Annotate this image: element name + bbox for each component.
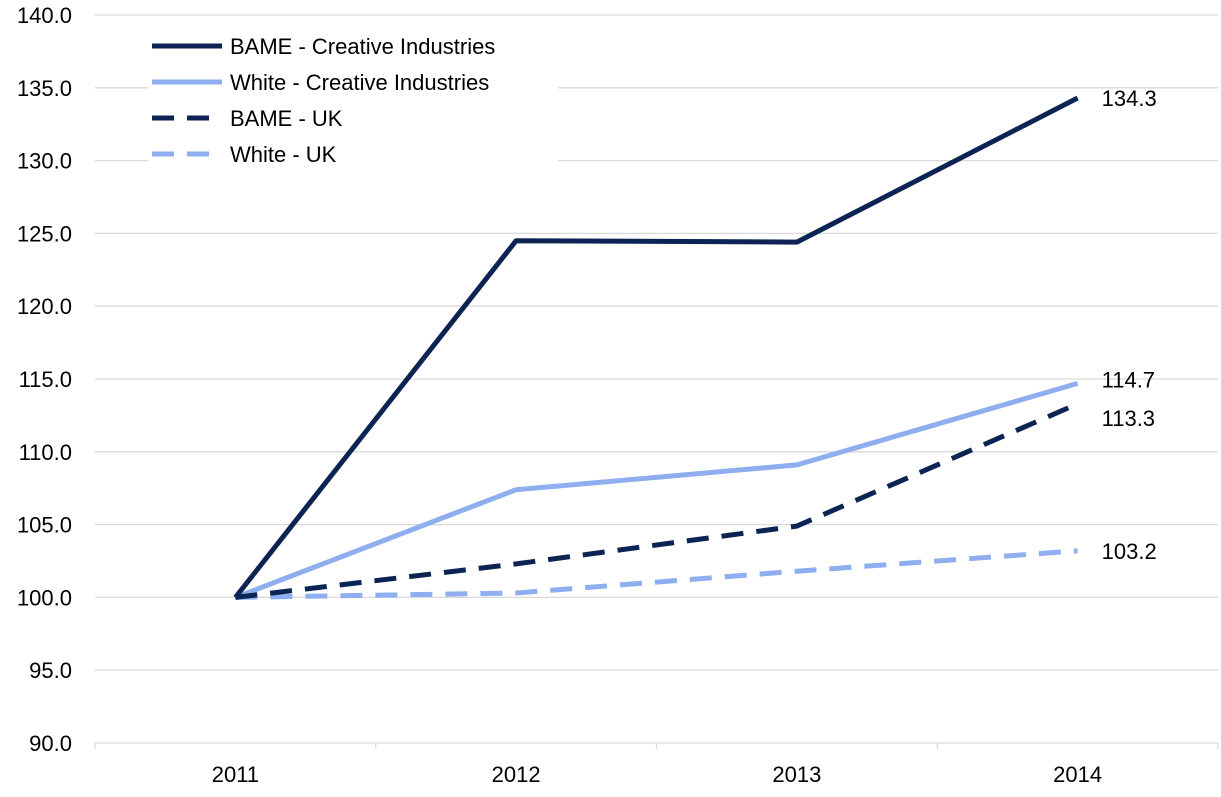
legend-background: [148, 101, 558, 135]
y-tick-label: 110.0: [19, 440, 72, 465]
legend-label: White - UK: [230, 142, 337, 167]
y-tick-label: 135.0: [17, 76, 72, 101]
x-tick-label: 2011: [212, 762, 259, 787]
x-tick-label: 2012: [492, 762, 541, 787]
data-label: 103.2: [1102, 539, 1157, 564]
y-tick-label: 130.0: [17, 149, 72, 174]
y-tick-label: 120.0: [17, 294, 72, 319]
y-tick-label: 125.0: [17, 221, 72, 246]
series-lines: [233, 95, 1079, 600]
y-tick-label: 90.0: [29, 731, 72, 756]
data-labels: 134.3 114.7 113.3 103.2: [1102, 86, 1157, 564]
legend-label: BAME - UK: [230, 106, 343, 131]
legend-background: [148, 137, 558, 171]
y-tick-label: 95.0: [29, 658, 72, 683]
y-tick-label: 105.0: [17, 513, 72, 538]
x-tick-label: 2014: [1053, 762, 1102, 787]
series-line: [233, 95, 1079, 599]
y-tick-label: 140.0: [17, 3, 72, 28]
x-axis-tick-labels: 2011 2012 2013 2014: [212, 762, 1102, 787]
y-tick-label: 115.0: [19, 367, 72, 392]
legend: BAME - Creative Industries White - Creati…: [148, 29, 558, 171]
y-tick-label: 100.0: [17, 585, 72, 610]
legend-label: White - Creative Industries: [230, 70, 489, 95]
legend-label: BAME - Creative Industries: [230, 34, 495, 59]
x-axis: [94, 742, 1219, 749]
series-line: [234, 380, 1079, 600]
data-label: 113.3: [1102, 406, 1155, 431]
x-tick-label: 2013: [772, 762, 821, 787]
data-label: 134.3: [1102, 86, 1157, 111]
y-axis-tick-labels: 90.0 95.0 100.0 105.0 110.0 115.0 120.0 125.0 13…: [17, 3, 72, 756]
data-label: 114.7: [1102, 367, 1155, 392]
series-line: [235, 401, 1079, 600]
series-line: [235, 548, 1078, 600]
